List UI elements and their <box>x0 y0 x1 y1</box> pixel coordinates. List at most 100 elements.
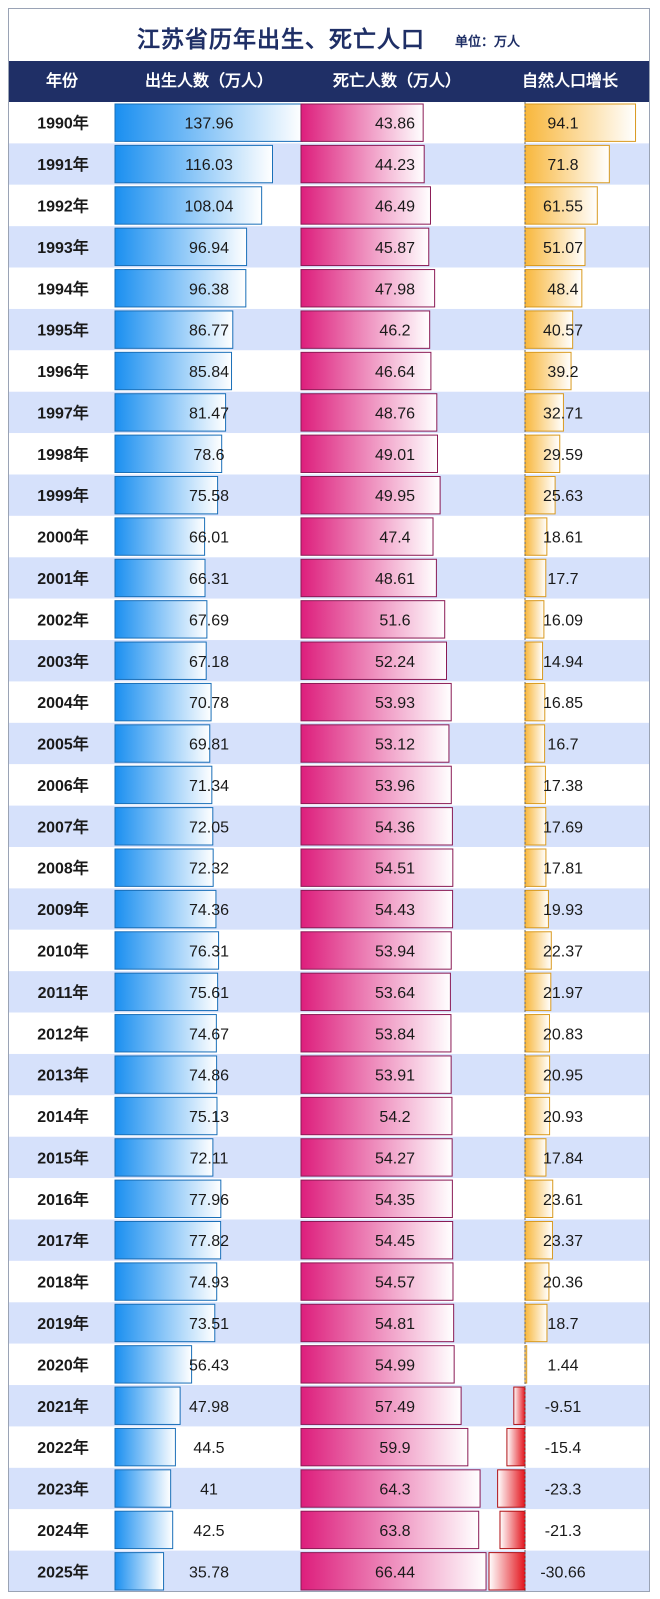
deaths-bar <box>300 476 441 515</box>
year-label: 2025年 <box>37 1562 89 1581</box>
births-bar <box>114 972 219 1012</box>
births-bar <box>114 682 212 722</box>
natural-bar <box>524 765 546 805</box>
deaths-value-label: 54.27 <box>375 1150 415 1167</box>
year-label: 2024年 <box>37 1521 89 1540</box>
natural-value-label: -23.3 <box>545 1482 582 1499</box>
unit-note: 单位：万人 <box>455 34 521 49</box>
natural-value-label: 1.44 <box>547 1357 578 1374</box>
deaths-value-label: 53.84 <box>375 1026 415 1043</box>
deaths-bar <box>300 1510 480 1550</box>
births-value-label: 116.03 <box>185 157 233 174</box>
year-label: 1993年 <box>37 238 89 257</box>
natural-bar <box>524 1303 548 1343</box>
natural-bar <box>524 682 546 722</box>
births-value-label: 75.58 <box>189 488 229 505</box>
header-births: 出生人数（万人） <box>144 73 273 90</box>
births-value-label: 77.82 <box>189 1233 229 1250</box>
deaths-value-label: 66.44 <box>375 1564 415 1581</box>
deaths-bar <box>300 434 439 474</box>
natural-value-label: 16.85 <box>543 695 583 712</box>
header-natural: 自然人口增长 <box>521 73 618 90</box>
year-label: 2009年 <box>37 900 89 919</box>
natural-value-label: 71.8 <box>547 157 578 174</box>
deaths-bar <box>300 1552 487 1591</box>
births-bar <box>114 641 207 680</box>
births-bar <box>114 144 273 184</box>
natural-bar <box>524 1345 528 1384</box>
deaths-value-label: 54.43 <box>375 902 415 919</box>
deaths-bar <box>300 1179 453 1218</box>
natural-bar <box>524 641 544 680</box>
births-bar <box>114 1510 174 1550</box>
births-value-label: 96.94 <box>189 240 229 257</box>
deaths-bar <box>300 972 451 1012</box>
births-value-label: 78.6 <box>193 447 224 464</box>
births-value-label: 75.61 <box>189 985 229 1002</box>
births-bar <box>114 1303 216 1343</box>
deaths-value-label: 46.64 <box>375 364 415 381</box>
deaths-value-label: 46.2 <box>379 323 410 340</box>
births-value-label: 72.32 <box>189 861 229 878</box>
year-label: 1997年 <box>37 403 89 422</box>
deaths-value-label: 47.4 <box>379 530 410 547</box>
year-label: 2021年 <box>37 1397 89 1416</box>
births-value-label: 77.96 <box>189 1192 229 1209</box>
natural-value-label: 29.59 <box>543 447 583 464</box>
natural-bar <box>524 600 545 639</box>
natural-value-label: 32.71 <box>543 405 583 422</box>
natural-value-label: 18.61 <box>543 530 583 547</box>
year-label: 2013年 <box>37 1066 89 1085</box>
natural-value-label: 16.09 <box>543 612 583 629</box>
year-label: 2020年 <box>37 1355 89 1374</box>
year-label: 2014年 <box>37 1107 89 1126</box>
births-bar <box>114 476 219 515</box>
natural-bar <box>524 1262 550 1301</box>
deaths-value-label: 45.87 <box>375 240 415 257</box>
deaths-value-label: 43.86 <box>375 116 415 133</box>
births-bar <box>114 848 214 887</box>
deaths-bar <box>300 1138 453 1177</box>
births-value-label: 73.51 <box>189 1316 229 1333</box>
births-bar <box>114 227 248 267</box>
natural-bar <box>524 1096 551 1136</box>
births-value-label: 56.43 <box>189 1357 229 1374</box>
deaths-bar <box>300 393 438 432</box>
births-bar <box>114 600 208 639</box>
births-bar <box>114 724 211 763</box>
deaths-value-label: 52.24 <box>375 654 415 671</box>
natural-value-label: 19.93 <box>543 902 583 919</box>
deaths-bar <box>300 1427 469 1467</box>
natural-bar <box>524 186 598 225</box>
deaths-bar <box>300 1469 481 1508</box>
natural-value-label: 20.36 <box>543 1275 583 1292</box>
natural-value-label: 21.97 <box>543 985 583 1002</box>
year-label: 1990年 <box>37 114 89 133</box>
births-value-label: 85.84 <box>189 364 229 381</box>
natural-value-label: 39.2 <box>547 364 578 381</box>
deaths-bar <box>300 558 437 598</box>
deaths-bar <box>300 186 431 225</box>
deaths-bar <box>300 1262 454 1301</box>
deaths-bar <box>300 600 446 639</box>
births-value-label: 67.69 <box>189 612 229 629</box>
natural-value-label: 17.7 <box>547 571 578 588</box>
natural-value-label: -15.4 <box>545 1440 582 1457</box>
year-label: 2005年 <box>37 735 89 754</box>
deaths-value-label: 63.8 <box>379 1523 410 1540</box>
births-bar <box>114 889 217 929</box>
year-label: 1994年 <box>37 279 89 298</box>
natural-value-label: 16.7 <box>547 737 578 754</box>
year-label: 2003年 <box>37 652 89 671</box>
deaths-value-label: 59.9 <box>379 1440 410 1457</box>
natural-bar <box>506 1427 526 1467</box>
births-value-label: 74.67 <box>189 1026 229 1043</box>
year-label: 2019年 <box>37 1314 89 1333</box>
births-value-label: 86.77 <box>189 323 229 340</box>
births-value-label: 74.93 <box>189 1275 229 1292</box>
year-label: 2017年 <box>37 1231 89 1250</box>
natural-bar <box>524 310 574 349</box>
births-value-label: 66.31 <box>189 571 229 588</box>
births-value-label: 96.38 <box>189 281 229 298</box>
title-row: 江苏省历年出生、死亡人口 单位：万人 <box>9 9 649 61</box>
